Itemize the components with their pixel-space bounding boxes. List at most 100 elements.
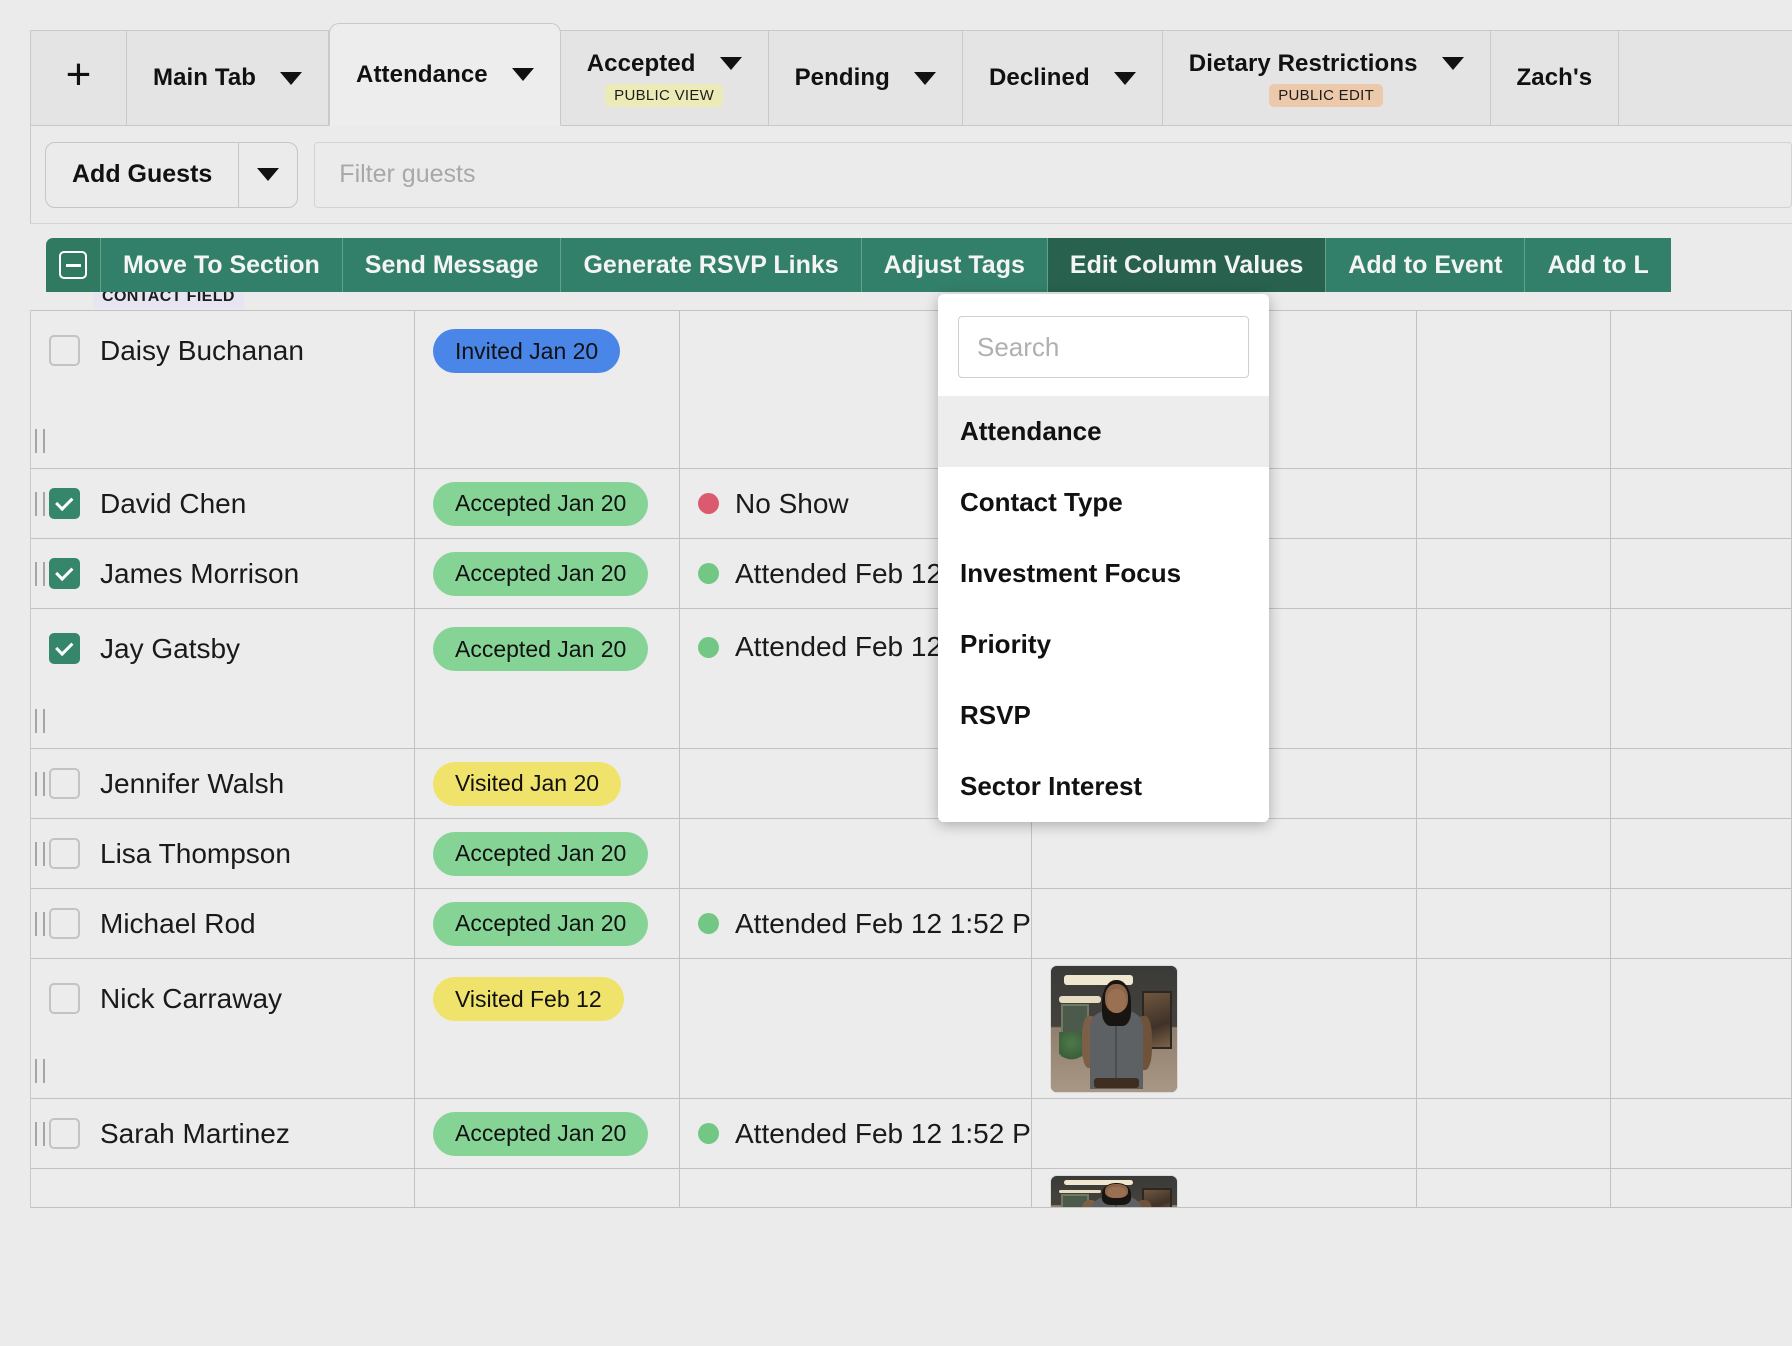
dropdown-item-priority[interactable]: Priority [938, 609, 1269, 680]
cell-extra-1[interactable] [1417, 889, 1611, 958]
table-row[interactable]: Nick Carraway Visited Feb 12 [31, 958, 1792, 1098]
cell-photo[interactable] [1032, 749, 1417, 818]
cell-extra-2[interactable] [1611, 609, 1792, 748]
add-guests-button[interactable]: Add Guests [46, 142, 240, 207]
table-row[interactable]: James Morrison Accepted Jan 20 Attended Fe… [31, 538, 1792, 608]
cell-extra-1[interactable] [1417, 311, 1611, 468]
cell-guest-name[interactable]: Michael Rod [31, 889, 415, 958]
cell-rsvp-status[interactable]: Accepted Jan 20 [415, 819, 680, 888]
cell-extra-1[interactable] [1417, 1099, 1611, 1168]
row-checkbox[interactable] [49, 838, 80, 869]
cell-rsvp-status[interactable]: Accepted Jan 20 [415, 469, 680, 538]
cell-photo[interactable] [1032, 469, 1417, 538]
action-edit-column-values-button[interactable]: Edit Column Values [1046, 238, 1326, 292]
cell-photo[interactable] [1032, 959, 1417, 1098]
cell-rsvp-status[interactable]: Accepted Jan 20 [415, 539, 680, 608]
action-generate-rsvp-links-button[interactable]: Generate RSVP Links [560, 238, 861, 292]
chevron-down-icon[interactable] [913, 71, 936, 85]
cell-photo[interactable] [1032, 539, 1417, 608]
cell-attendance[interactable] [680, 819, 1032, 888]
dropdown-item-investment-focus[interactable]: Investment Focus [938, 538, 1269, 609]
cell-guest-name[interactable]: Nick Carraway [31, 959, 415, 1098]
table-row[interactable]: Jennifer Walsh Visited Jan 20 [31, 748, 1792, 818]
cell-guest-name[interactable]: Lisa Thompson [31, 819, 415, 888]
dropdown-item-attendance[interactable]: Attendance [938, 396, 1269, 467]
cell-photo[interactable] [1032, 1169, 1417, 1207]
filter-guests-input[interactable] [314, 141, 1792, 208]
cell-guest-name[interactable]: David Chen [31, 469, 415, 538]
row-checkbox[interactable] [49, 908, 80, 939]
tab-dietary-restrictions[interactable]: Dietary Restrictions PUBLIC EDIT [1163, 31, 1491, 125]
chevron-down-icon[interactable] [1441, 57, 1464, 70]
table-row[interactable]: Daisy Buchanan Invited Jan 20 [31, 310, 1792, 468]
cell-guest-name[interactable]: Sarah Martinez [31, 1099, 415, 1168]
cell-photo[interactable] [1032, 1099, 1417, 1168]
row-checkbox[interactable] [49, 768, 80, 799]
cell-photo[interactable] [1032, 609, 1417, 748]
cell-extra-1[interactable] [1417, 469, 1611, 538]
row-checkbox[interactable] [49, 633, 80, 664]
cell-extra-2[interactable] [1611, 889, 1792, 958]
row-checkbox[interactable] [49, 983, 80, 1014]
cell-rsvp-status[interactable]: Visited Jan 20 [415, 749, 680, 818]
cell-photo[interactable] [1032, 889, 1417, 958]
cell-rsvp-status[interactable]: Accepted Jan 20 [415, 1099, 680, 1168]
cell-extra-2[interactable] [1611, 749, 1792, 818]
cell-attendance[interactable]: No Show [680, 469, 1032, 538]
action-add-to-event-button[interactable]: Add to Event [1325, 238, 1525, 292]
cell-attendance[interactable] [680, 1169, 1032, 1207]
dropdown-item-contact-type[interactable]: Contact Type [938, 467, 1269, 538]
cell-extra-1[interactable] [1417, 749, 1611, 818]
dropdown-search-input[interactable] [958, 316, 1249, 378]
cell-attendance[interactable] [680, 959, 1032, 1098]
cell-guest-name[interactable]: Daisy Buchanan [31, 311, 415, 468]
table-row[interactable]: Jay Gatsby Accepted Jan 20 Attended Feb 12… [31, 608, 1792, 748]
cell-photo[interactable] [1032, 819, 1417, 888]
dropdown-item-sector-interest[interactable]: Sector Interest [938, 751, 1269, 822]
table-row[interactable]: Sarah Martinez Accepted Jan 20 Attended Fe… [31, 1098, 1792, 1168]
cell-guest-name[interactable]: James Morrison [31, 539, 415, 608]
cell-extra-2[interactable] [1611, 539, 1792, 608]
tab-pending[interactable]: Pending [769, 31, 963, 125]
action-move-to-section-button[interactable]: Move To Section [100, 238, 342, 292]
cell-extra-1[interactable] [1417, 609, 1611, 748]
cell-extra-1[interactable] [1417, 539, 1611, 608]
cell-rsvp-status[interactable]: Accepted Jan 20 [415, 889, 680, 958]
cell-rsvp-status[interactable]: Visited Feb 12 [415, 959, 680, 1098]
action-add-to-l-button[interactable]: Add to L [1524, 238, 1671, 292]
cell-attendance[interactable]: Attended Feb 12 1:52 PM [680, 1099, 1032, 1168]
add-tab-button[interactable]: + [31, 31, 127, 125]
action-adjust-tags-button[interactable]: Adjust Tags [860, 238, 1047, 292]
dropdown-item-rsvp[interactable]: RSVP [938, 680, 1269, 751]
tab-attendance[interactable]: Attendance [329, 23, 561, 126]
tab-declined[interactable]: Declined [963, 31, 1163, 125]
guest-photo-thumbnail[interactable] [1050, 965, 1178, 1093]
cell-extra-2[interactable] [1611, 1099, 1792, 1168]
cell-extra-1[interactable] [1417, 819, 1611, 888]
cell-guest-name[interactable]: Jay Gatsby [31, 609, 415, 748]
cell-extra-1[interactable] [1417, 959, 1611, 1098]
chevron-down-icon[interactable] [280, 71, 303, 85]
chevron-down-icon[interactable] [1113, 71, 1136, 85]
cell-extra-2[interactable] [1611, 1169, 1792, 1207]
row-checkbox[interactable] [49, 558, 80, 589]
cell-photo[interactable] [1032, 311, 1417, 468]
cell-rsvp-status[interactable] [415, 1169, 680, 1207]
row-checkbox[interactable] [49, 1118, 80, 1149]
cell-rsvp-status[interactable]: Accepted Jan 20 [415, 609, 680, 748]
cell-guest-name[interactable]: Jennifer Walsh [31, 749, 415, 818]
table-row[interactable] [31, 1168, 1792, 1208]
cell-extra-1[interactable] [1417, 1169, 1611, 1207]
add-guests-dropdown-button[interactable] [239, 143, 297, 207]
action-send-message-button[interactable]: Send Message [341, 238, 561, 292]
row-checkbox[interactable] [49, 335, 80, 366]
tab-zach-s[interactable]: Zach's [1491, 31, 1620, 125]
tab-main-tab[interactable]: Main Tab [127, 31, 330, 125]
row-checkbox[interactable] [49, 488, 80, 519]
table-row[interactable]: David Chen Accepted Jan 20 No Show [31, 468, 1792, 538]
chevron-down-icon[interactable] [719, 57, 742, 70]
cell-attendance[interactable]: Attended Feb 12 1:52 PM [680, 889, 1032, 958]
table-row[interactable]: Lisa Thompson Accepted Jan 20 [31, 818, 1792, 888]
guest-photo-thumbnail[interactable] [1050, 1175, 1178, 1207]
cell-extra-2[interactable] [1611, 311, 1792, 468]
